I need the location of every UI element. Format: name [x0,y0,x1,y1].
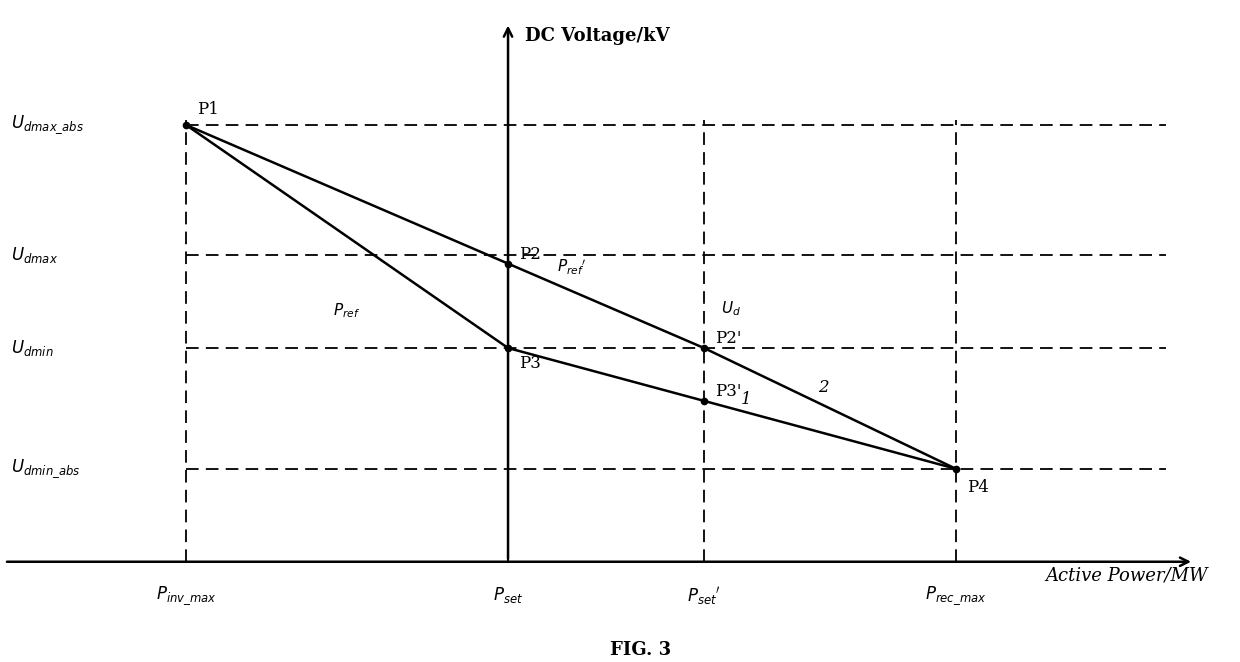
Text: $P_{set}$: $P_{set}$ [494,585,523,605]
Text: $P_{set}{'}$: $P_{set}{'}$ [687,585,720,607]
Text: P2: P2 [520,246,541,263]
Text: $U_{dmin}$: $U_{dmin}$ [11,338,53,358]
Text: 2: 2 [817,379,828,396]
Text: Active Power/MW: Active Power/MW [1045,567,1208,585]
Text: DC Voltage/kV: DC Voltage/kV [525,27,670,46]
Text: $U_d$: $U_d$ [720,300,740,318]
Text: P2': P2' [715,330,742,348]
Text: $U_{dmin\_abs}$: $U_{dmin\_abs}$ [11,457,81,480]
Text: $P_{ref}$: $P_{ref}$ [334,301,361,320]
Text: $P_{ref}{'}$: $P_{ref}{'}$ [557,258,587,277]
Text: P3': P3' [715,383,742,401]
Text: $P_{rec\_max}$: $P_{rec\_max}$ [925,585,987,608]
Text: FIG. 3: FIG. 3 [610,641,672,659]
Text: P1: P1 [197,101,219,118]
Text: $P_{inv\_max}$: $P_{inv\_max}$ [156,585,217,608]
Text: P4: P4 [967,479,990,496]
Text: $U_{dmax\_abs}$: $U_{dmax\_abs}$ [11,114,84,136]
Text: 1: 1 [740,391,751,408]
Text: $U_{dmax}$: $U_{dmax}$ [11,245,58,265]
Text: P3: P3 [520,355,541,373]
